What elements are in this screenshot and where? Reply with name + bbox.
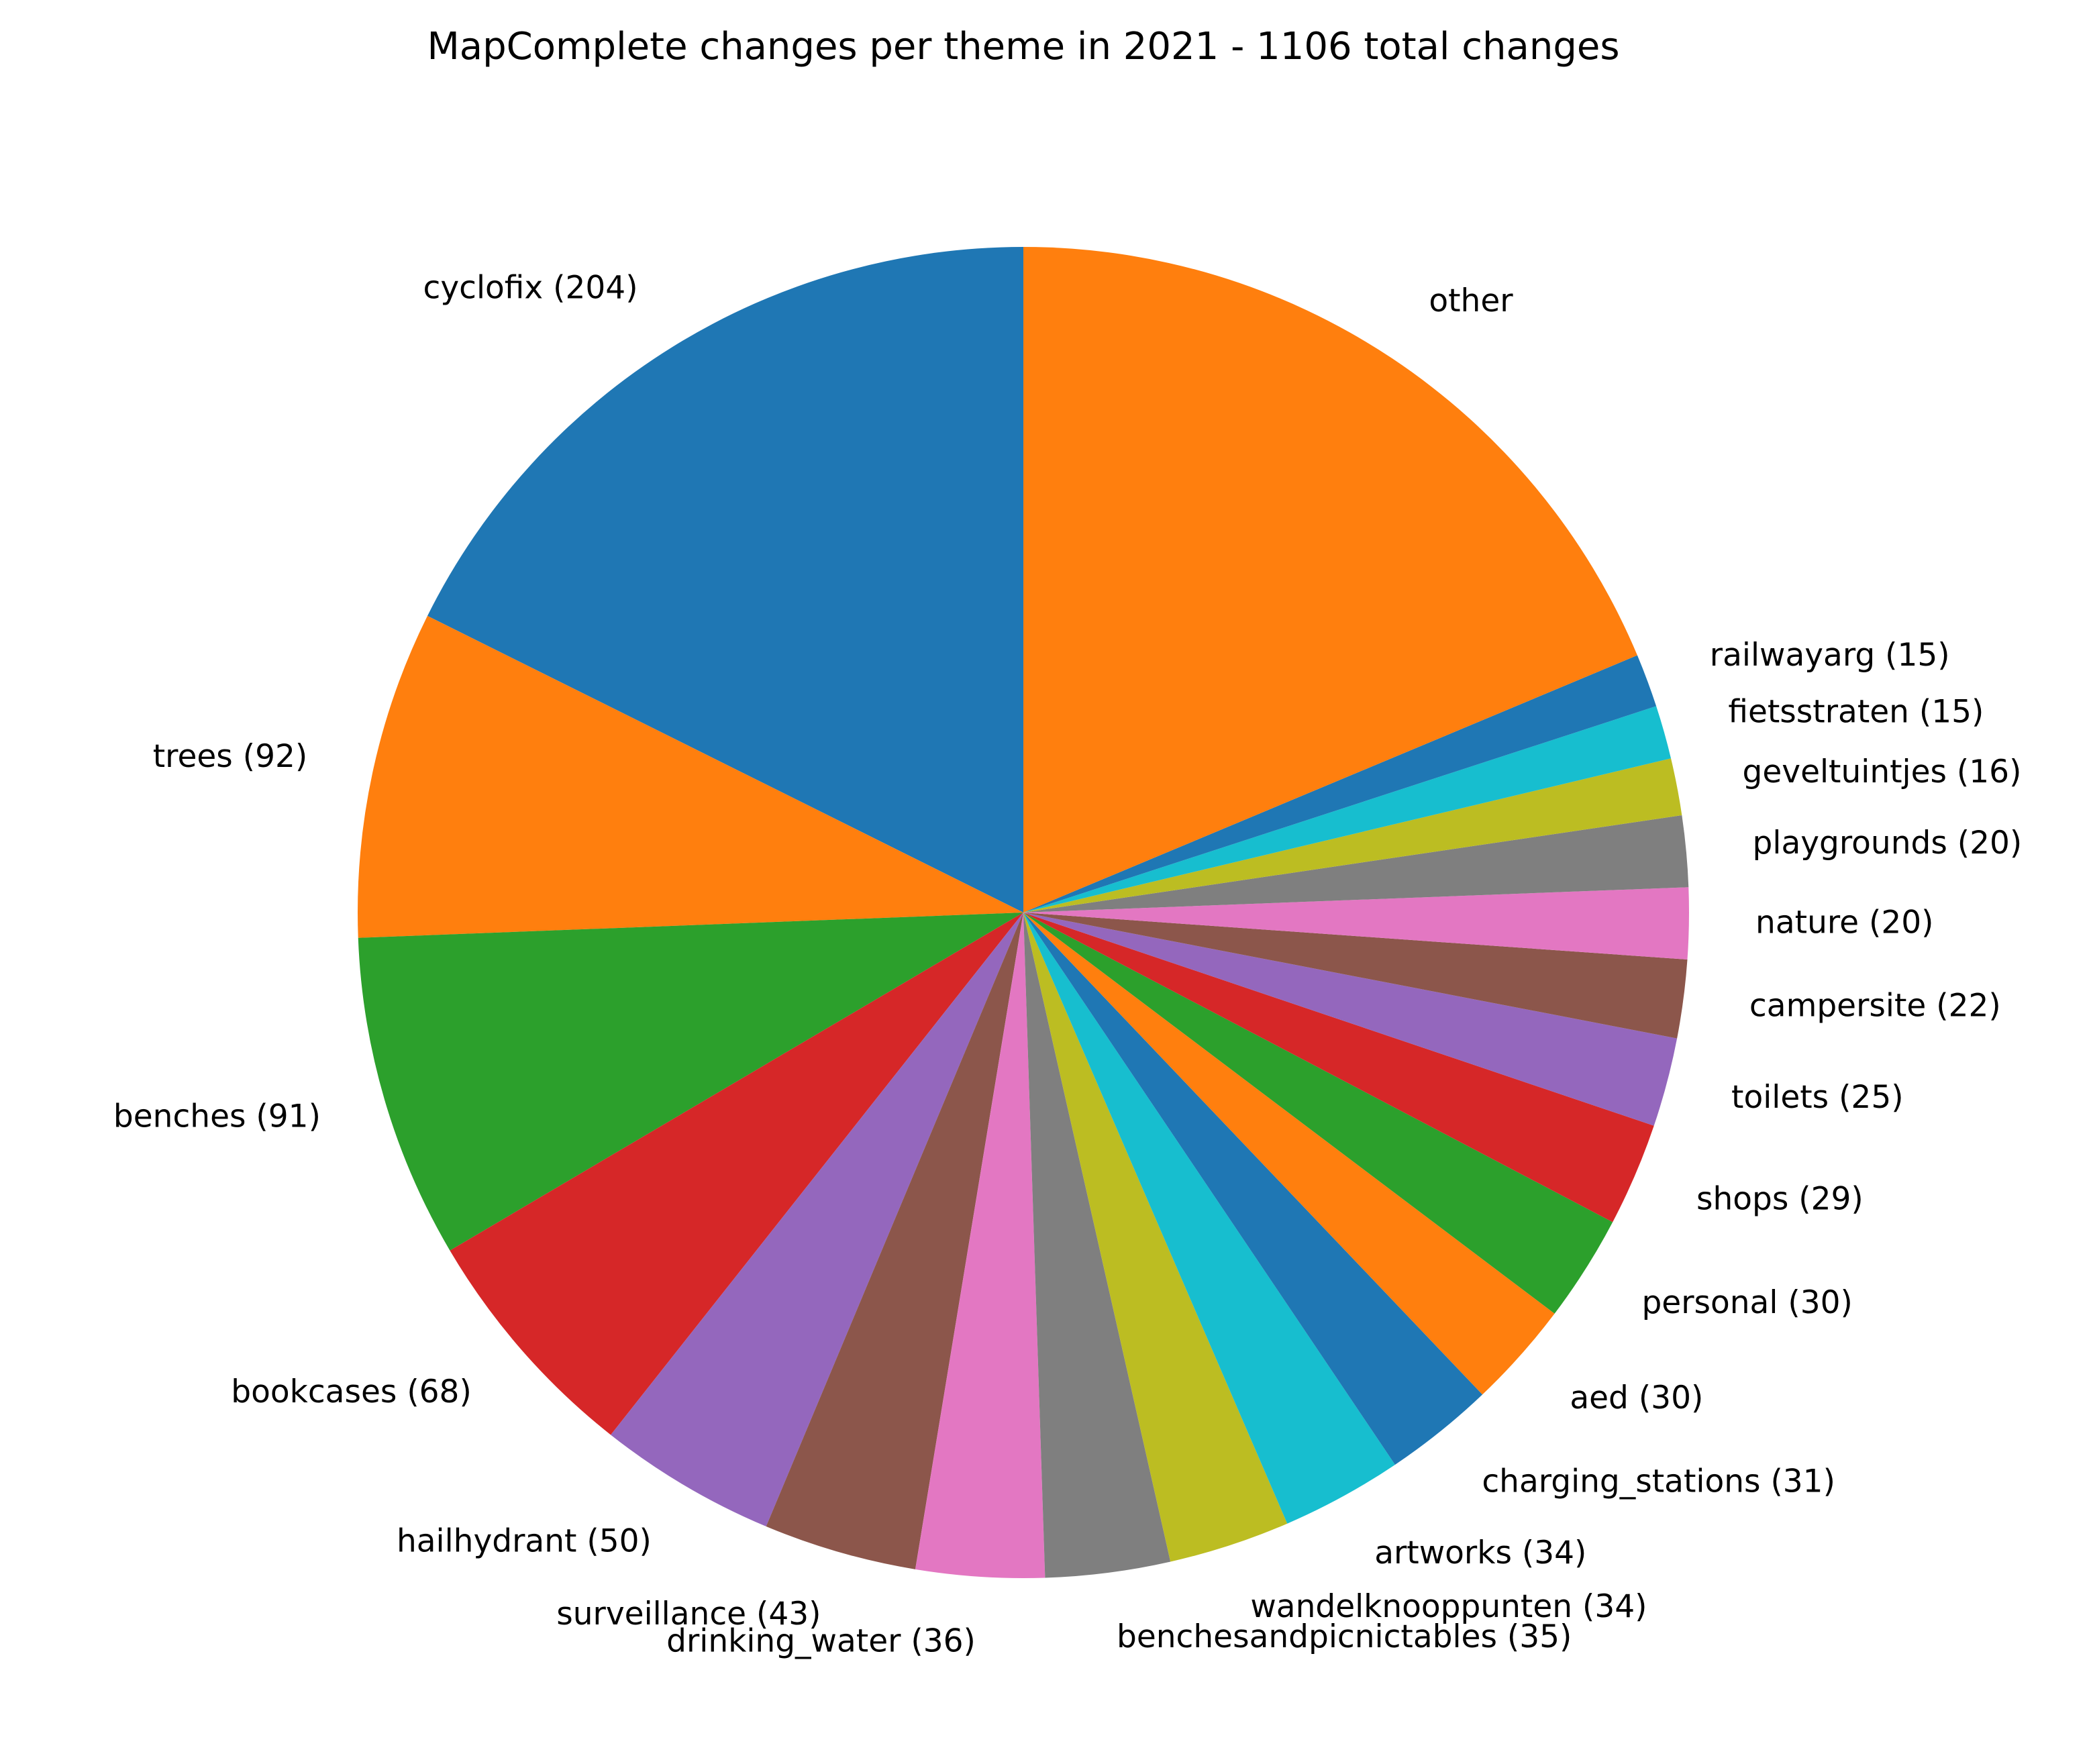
slice-label-shops: shops (29) <box>1696 1180 1864 1217</box>
slice-label-railwayarg: railwayarg (15) <box>1710 637 1950 674</box>
pie-slice-hailhydrant <box>611 913 1023 1526</box>
pie-slice-trees <box>358 615 1023 938</box>
pie-slice-toilets <box>1023 913 1678 1126</box>
pie-slice-cyclofix <box>427 247 1023 913</box>
pie-slice-other <box>1023 247 1637 913</box>
slice-label-aed: aed (30) <box>1570 1380 1703 1416</box>
pie-slice-drinking-water <box>915 913 1046 1578</box>
chart-title: MapComplete changes per theme in 2021 - … <box>427 25 1619 68</box>
slice-label-hailhydrant: hailhydrant (50) <box>397 1523 652 1560</box>
slice-label-benches: benches (91) <box>113 1098 321 1135</box>
pie-slice-wandelknooppunten <box>1023 913 1288 1562</box>
slice-label-artworks: artworks (34) <box>1374 1535 1586 1571</box>
pie-slice-geveltuintjes <box>1023 758 1682 913</box>
slice-label-surveillance: surveillance (43) <box>556 1596 821 1632</box>
slice-label-benchesandpicnictables: benchesandpicnictables (35) <box>1117 1618 1572 1655</box>
pie-slice-railwayarg <box>1023 655 1657 913</box>
pie-slice-surveillance <box>766 913 1023 1569</box>
slice-label-nature: nature (20) <box>1755 904 1933 941</box>
pie-slice-artworks <box>1023 913 1395 1524</box>
slice-label-cyclofix: cyclofix (204) <box>423 270 638 307</box>
pie-slices <box>358 247 1689 1578</box>
slice-label-toilets: toilets (25) <box>1731 1079 1904 1116</box>
pie-slice-campersite <box>1023 913 1688 1039</box>
pie-slice-shops <box>1023 913 1654 1223</box>
pie-slice-playgrounds <box>1023 815 1689 913</box>
slice-label-personal: personal (30) <box>1641 1284 1852 1321</box>
pie-labels: cyclofix (204) trees (92) benches (91) book… <box>113 270 2022 1660</box>
pie-slice-charging-stations <box>1023 913 1483 1465</box>
pie-slice-fietsstraten <box>1023 706 1672 913</box>
slice-label-other: other <box>1429 282 1513 319</box>
pie-slice-aed <box>1023 913 1555 1395</box>
slice-label-campersite: campersite (22) <box>1749 987 2001 1024</box>
slice-label-charging-stations: charging_stations (31) <box>1482 1463 1835 1500</box>
slice-label-playgrounds: playgrounds (20) <box>1753 825 2023 862</box>
slice-label-drinking-water: drinking_water (36) <box>666 1622 976 1659</box>
pie-slice-bookcases <box>450 913 1023 1435</box>
slice-label-bookcases: bookcases (68) <box>231 1373 472 1410</box>
slice-label-trees: trees (92) <box>153 738 307 775</box>
pie-slice-nature <box>1023 887 1689 960</box>
slice-label-wandelknooppunten: wandelknooppunten (34) <box>1250 1588 1647 1625</box>
pie-slice-personal <box>1023 913 1613 1314</box>
pie-slice-benches <box>358 913 1023 1251</box>
pie-slice-benchesandpicnictables <box>1023 913 1171 1578</box>
slice-label-geveltuintjes: geveltuintjes (16) <box>1743 754 2022 790</box>
slice-label-fietsstraten: fietsstraten (15) <box>1728 694 1984 731</box>
